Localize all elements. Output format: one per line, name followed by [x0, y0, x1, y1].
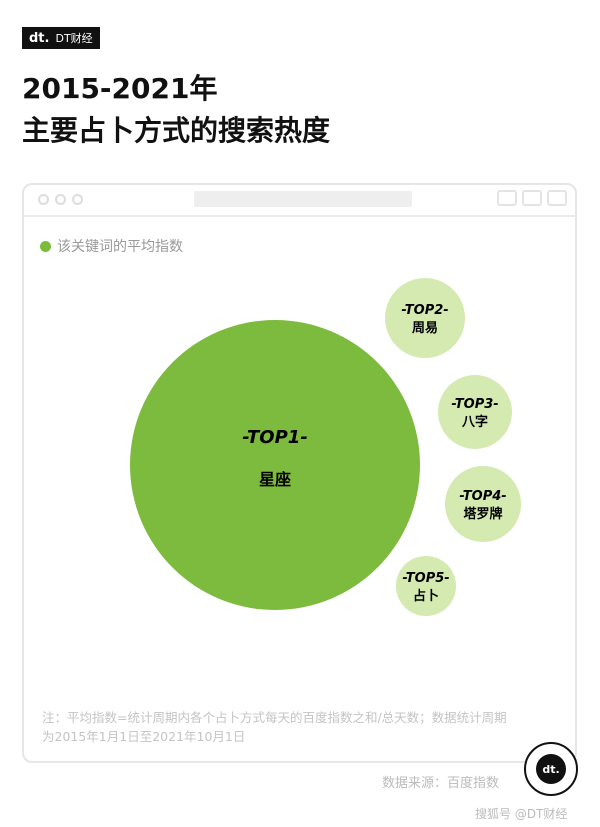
bubble-5: [396, 556, 456, 616]
close-icon: [38, 194, 49, 205]
title-line2: 主要占卜方式的搜索热度: [22, 114, 331, 147]
bubble-rank: -TOP2-: [401, 303, 448, 318]
maximize-icon: [72, 194, 83, 205]
brand-name: DT财经: [55, 32, 93, 45]
bubble-label: 塔罗牌: [463, 506, 502, 522]
browser-window-frame: [22, 183, 577, 763]
bubble-rank: -TOP4-: [459, 489, 506, 504]
bubble-label: 星座: [259, 470, 291, 489]
copy-icon: [547, 190, 567, 206]
bubble-rank: -TOP3-: [451, 397, 498, 412]
watermark: 搜狐号 @DT财经: [475, 807, 568, 821]
badge-logo: dt.: [536, 754, 566, 784]
page-title: 2015-2021年主要占卜方式的搜索热度: [22, 68, 330, 152]
brand-badge: dt.: [524, 742, 578, 796]
bubble-3: [438, 375, 512, 449]
bubble-rank: -TOP5-: [402, 571, 449, 586]
title-line1: 2015-2021年: [22, 72, 218, 105]
legend-swatch: [40, 240, 51, 252]
bubble-rank: -TOP1-: [242, 427, 308, 448]
window-titlebar: [24, 185, 575, 217]
data-source: 数据来源：百度指数: [382, 776, 500, 791]
bubble-4: [445, 466, 521, 542]
chart-legend: 该关键词的平均指数: [40, 236, 183, 256]
bubble-1: [130, 320, 420, 610]
logo-mark: dt.: [29, 30, 50, 46]
minimize-icon: [55, 194, 66, 205]
bubble-label: 占卜: [413, 588, 439, 604]
share-icon: [522, 190, 542, 206]
address-bar: [194, 191, 412, 207]
bubble-label: 八字: [461, 414, 488, 430]
bubble-2: [385, 278, 465, 358]
bubble-label: 周易: [412, 321, 438, 336]
legend-label: 该关键词的平均指数: [57, 239, 183, 255]
record-icon: [497, 190, 517, 206]
footnote: 注：平均指数=统计周期内各个占卜方式每天的百度指数之和/总天数；数据统计周期为2…: [42, 710, 507, 744]
brand-logo: dt. DT财经: [22, 27, 100, 49]
